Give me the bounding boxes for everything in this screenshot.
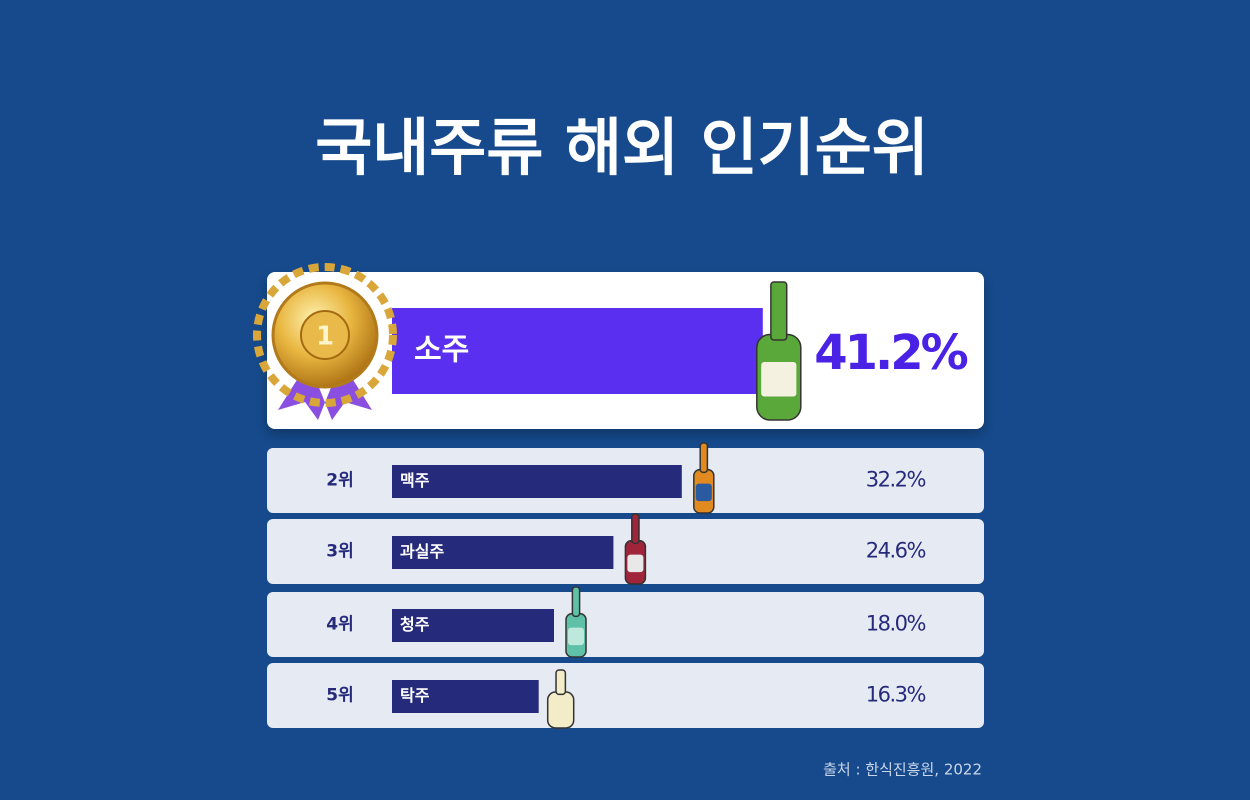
rank-label: 2위 [326, 471, 353, 491]
bottle-neck [770, 281, 788, 341]
bar [392, 465, 682, 498]
bar [392, 680, 539, 713]
value-label: 41.2% [814, 325, 967, 381]
category-label: 탁주 [400, 686, 430, 705]
bottle-icon [565, 586, 587, 658]
bar [392, 308, 763, 394]
bottle-label [568, 627, 584, 646]
category-label: 맥주 [400, 471, 430, 490]
bottle-neck [555, 669, 567, 696]
rank-label: 1 [316, 322, 334, 352]
rank-label: 4위 [326, 615, 353, 635]
chart-title: 국내주류 해외 인기순위 [315, 111, 929, 184]
bottle-icon [624, 513, 647, 585]
medal-ribbon [278, 375, 372, 420]
value-label: 16.3% [866, 683, 926, 707]
bottle-label [627, 554, 644, 573]
bottle-icon [693, 442, 715, 514]
bottle-neck [631, 513, 640, 545]
category-label: 과실주 [400, 542, 444, 561]
bottle-icon [756, 281, 802, 421]
rank-label: 5위 [326, 686, 353, 706]
medal-inner [300, 310, 350, 360]
bar [392, 536, 614, 569]
rank-label: 3위 [326, 542, 353, 562]
value-label: 32.2% [866, 468, 926, 492]
bottle-label [695, 483, 712, 502]
category-label: 청주 [400, 615, 430, 634]
value-label: 24.6% [866, 539, 926, 563]
value-label: 18.0% [866, 612, 926, 636]
medal-wreath [253, 263, 397, 407]
bottle-neck [571, 586, 581, 618]
source: 출처 : 한식진흥원, 2022 [823, 761, 982, 779]
bar [392, 609, 554, 642]
bottle-label [761, 362, 797, 397]
bottle-label [550, 703, 572, 719]
bottle-neck [699, 442, 709, 474]
bottle-icon [546, 669, 575, 729]
category-label: 소주 [414, 333, 469, 368]
